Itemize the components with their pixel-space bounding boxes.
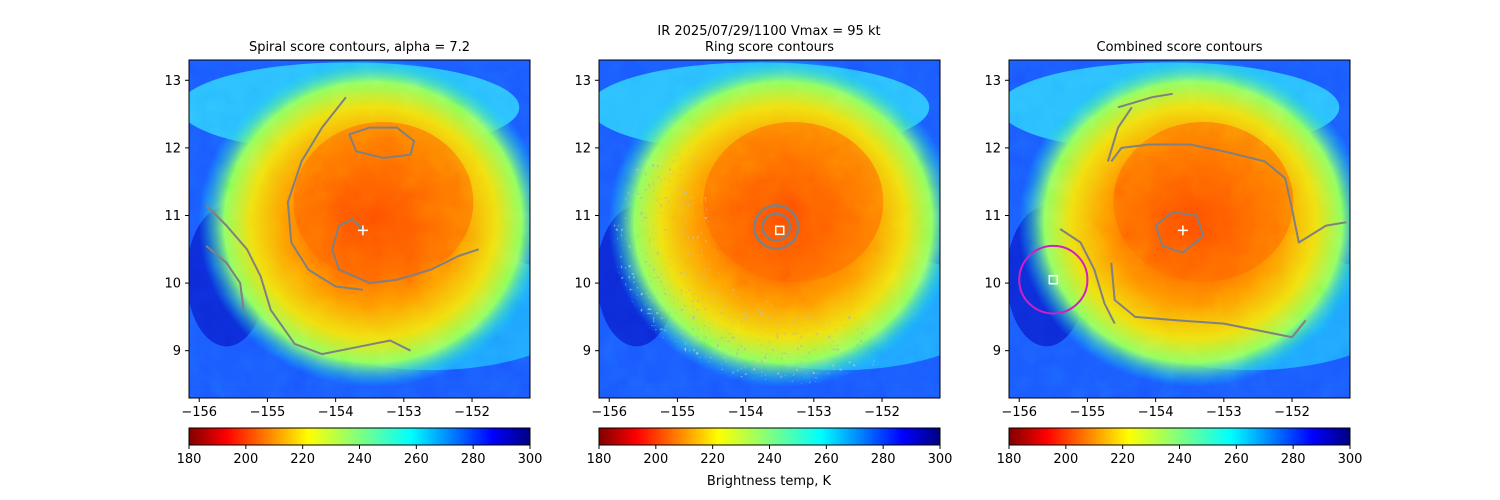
colorbar-tick-label: 200 <box>1053 452 1078 467</box>
colorbar-tick-label: 260 <box>814 452 839 467</box>
contour-line-5 <box>205 245 245 311</box>
colorbar-tick-label: 280 <box>871 452 896 467</box>
colorbar-gradient <box>188 427 531 446</box>
panel-1: Spiral score contours, alpha = 7.2 −156 −1… <box>164 40 531 420</box>
x-tick-label: −155 <box>250 405 286 420</box>
y-tick-label: 11 <box>164 209 181 224</box>
panel-title: Ring score contours <box>705 40 834 55</box>
axes-frame <box>188 59 531 399</box>
x-tick-label: −156 <box>181 405 217 420</box>
contour-line-4 <box>1106 106 1133 162</box>
y-tick-label: 13 <box>984 74 1001 89</box>
colorbar-tick-label: 220 <box>700 452 725 467</box>
contour-line-6 <box>1117 92 1173 109</box>
colorbar-gradient <box>1008 427 1351 446</box>
colorbar-tick-label: 240 <box>347 452 372 467</box>
center-marker <box>1177 225 1188 236</box>
x-tick-label: −155 <box>1070 405 1106 420</box>
x-tick-label: −154 <box>1138 405 1174 420</box>
axes-frame <box>598 59 941 399</box>
colorbar-tick-label: 280 <box>1281 452 1306 467</box>
figure-title: IR 2025/07/29/1100 Vmax = 95 kt <box>657 24 880 39</box>
combined-score-circle <box>1018 244 1089 315</box>
ring-contour-1 <box>761 212 792 242</box>
colorbar-tick-label: 180 <box>177 452 202 467</box>
ring-contour-2 <box>753 204 800 250</box>
colorbar-tick-label: 260 <box>1224 452 1249 467</box>
ir-texture <box>1009 60 1350 398</box>
panel-title: Combined score contours <box>1097 40 1263 55</box>
colorbar-tick-label: 240 <box>757 452 782 467</box>
y-tick-label: 10 <box>164 277 181 292</box>
y-tick-label: 10 <box>984 277 1001 292</box>
y-tick-label: 9 <box>583 344 591 359</box>
panel-2: Ring score contours −156 −155 −154 −153 −152 9… <box>574 40 941 420</box>
contour-line-2 <box>1110 143 1347 244</box>
x-tick-label: −154 <box>728 405 764 420</box>
y-tick-label: 12 <box>984 141 1001 156</box>
combined-center-marker <box>1048 274 1059 285</box>
y-tick-label: 10 <box>574 277 591 292</box>
contour-line-5 <box>1059 228 1116 325</box>
contour-line-3 <box>286 96 364 291</box>
center-marker <box>774 225 785 236</box>
x-tick-label: −153 <box>796 405 832 420</box>
ir-texture <box>189 60 530 398</box>
colorbar-tick-label: 300 <box>518 452 543 467</box>
colorbar-tick-label: 220 <box>290 452 315 467</box>
x-tick-label: −155 <box>660 405 696 420</box>
y-tick-label: 12 <box>574 141 591 156</box>
x-tick-label: −152 <box>1274 405 1310 420</box>
ir-image <box>1009 60 1350 398</box>
ir-image <box>189 60 530 398</box>
colorbar-tick-label: 200 <box>643 452 668 467</box>
contour-line-1 <box>331 217 480 285</box>
axes-frame <box>1008 59 1351 399</box>
ir-image <box>599 60 940 398</box>
colorbar-tick-label: 180 <box>587 452 612 467</box>
y-tick-label: 9 <box>173 344 181 359</box>
colorbar-tick-label: 300 <box>1338 452 1363 467</box>
colorbar-1: 180 200 220 240 260 280 300 <box>177 427 543 467</box>
y-tick-label: 13 <box>164 74 181 89</box>
y-tick-label: 11 <box>984 209 1001 224</box>
contour-line-4 <box>205 204 412 356</box>
colorbar-tick-label: 200 <box>233 452 258 467</box>
x-tick-label: −156 <box>1001 405 1037 420</box>
colorbar-gradient <box>598 427 941 446</box>
colorbar-tick-label: 220 <box>1110 452 1135 467</box>
colorbar-tick-label: 260 <box>404 452 429 467</box>
x-tick-label: −156 <box>591 405 627 420</box>
x-tick-label: −152 <box>864 405 900 420</box>
colorbar-tick-label: 240 <box>1167 452 1192 467</box>
panel-title: Spiral score contours, alpha = 7.2 <box>249 40 470 55</box>
center-marker <box>357 225 368 236</box>
panel-3: Combined score contours −156 −155 −154 −153 −… <box>984 40 1351 420</box>
y-tick-label: 12 <box>164 141 181 156</box>
colorbar-tick-label: 180 <box>997 452 1022 467</box>
y-tick-label: 11 <box>574 209 591 224</box>
contour-line-1 <box>1154 211 1205 254</box>
colorbar-label: Brightness temp, K <box>707 474 832 489</box>
colorbar-tick-label: 280 <box>461 452 486 467</box>
contour-line-2 <box>348 126 416 159</box>
x-tick-label: −152 <box>454 405 490 420</box>
x-tick-label: −154 <box>318 405 354 420</box>
colorbar-tick-label: 300 <box>928 452 953 467</box>
x-tick-label: −153 <box>386 405 422 420</box>
colorbar-2: 180 200 220 240 260 280 300 <box>587 427 953 467</box>
x-tick-label: −153 <box>1206 405 1242 420</box>
y-tick-label: 13 <box>574 74 591 89</box>
y-tick-label: 9 <box>993 344 1001 359</box>
colorbar-3: 180 200 220 240 260 280 300 <box>997 427 1363 467</box>
contour-line-3 <box>1110 262 1307 339</box>
